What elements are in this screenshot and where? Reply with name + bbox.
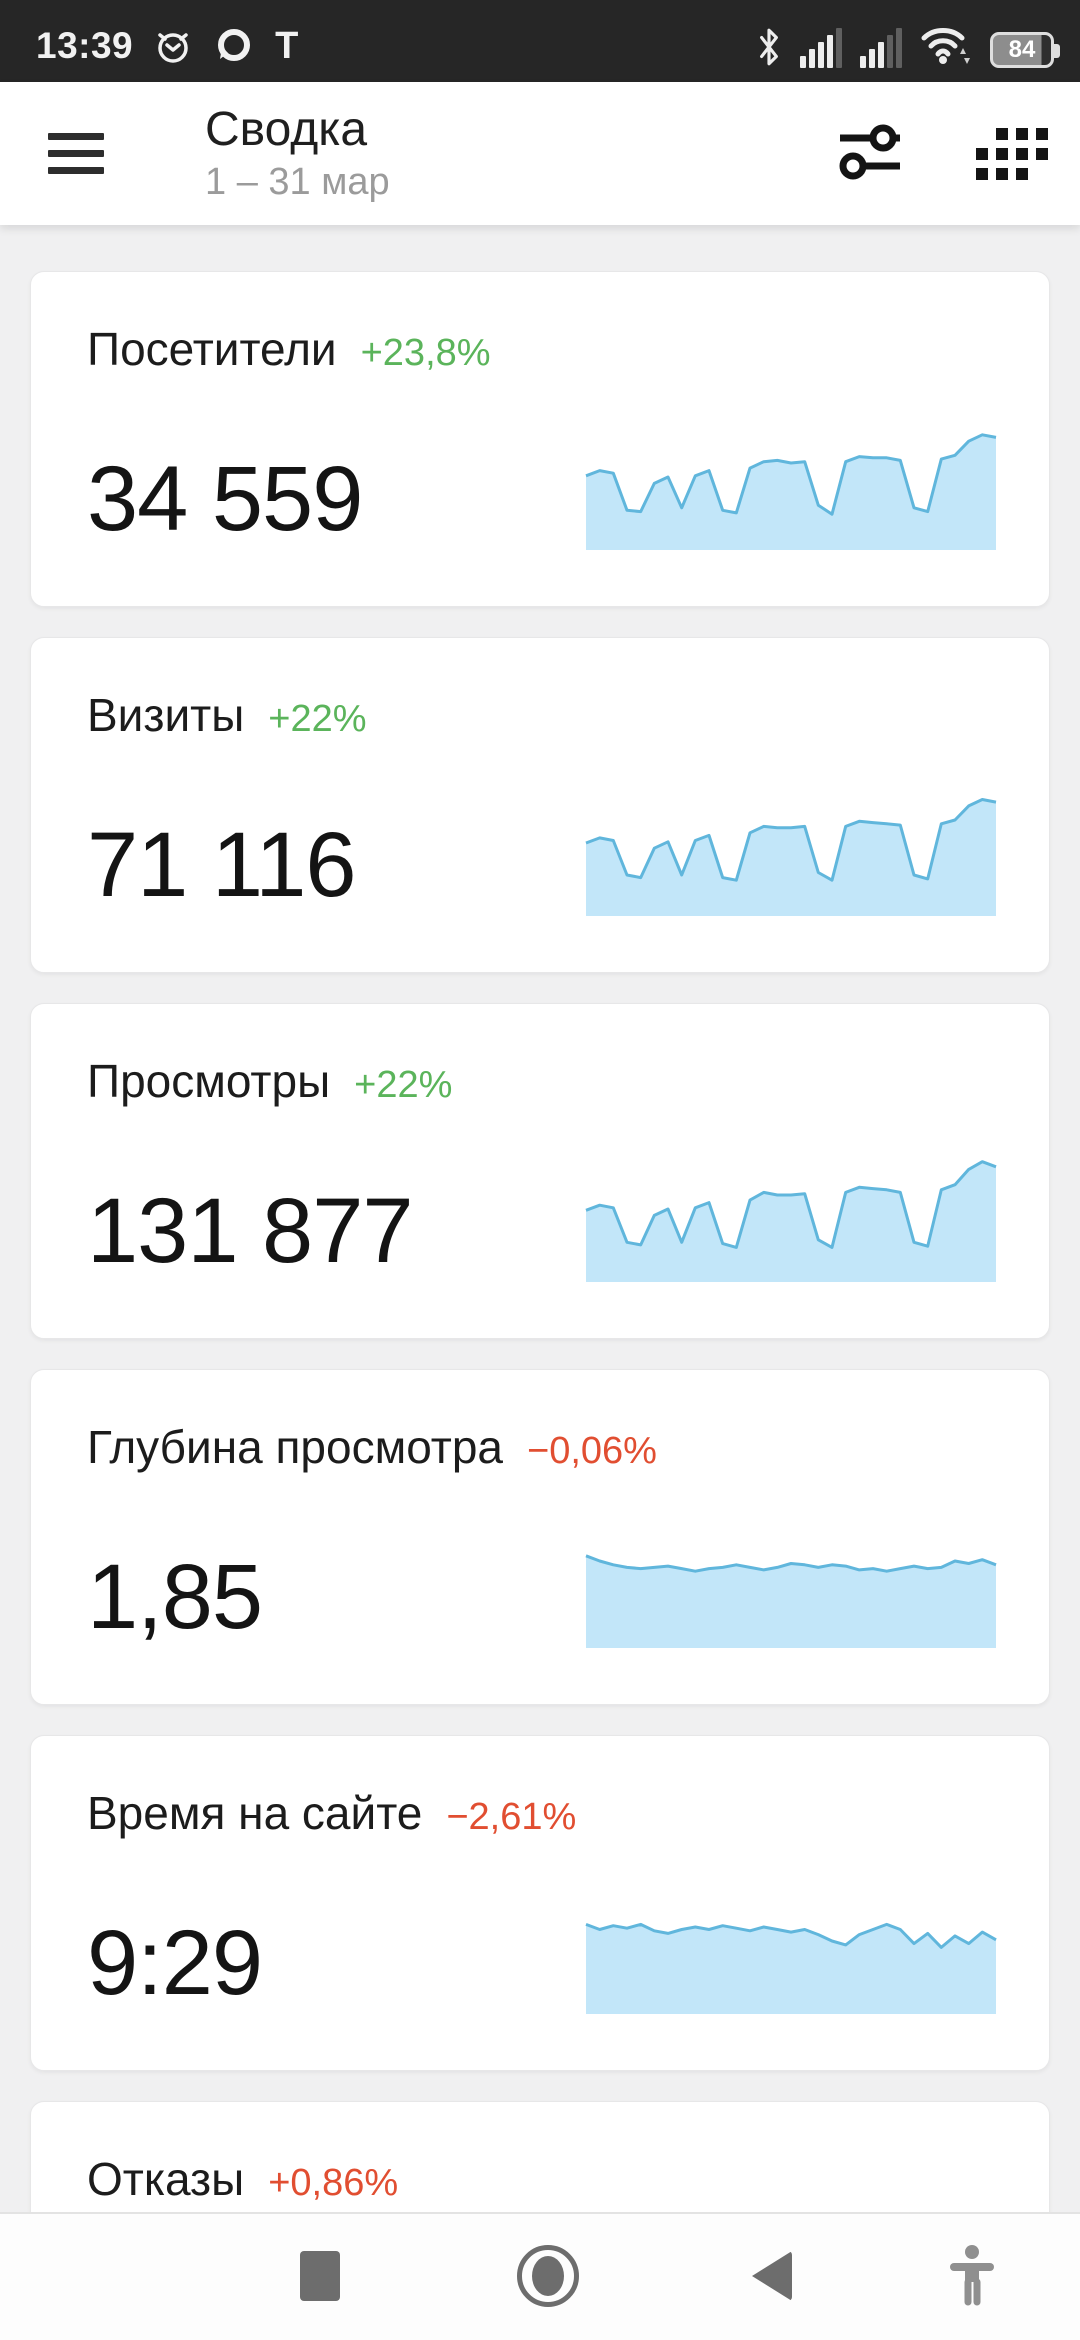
filter-sliders-icon[interactable] [838, 122, 902, 185]
metric-delta: +23,8% [360, 332, 491, 374]
metric-sparkline [585, 1160, 997, 1282]
metric-value: 131 877 [87, 1180, 414, 1282]
metric-title: Отказы [87, 2153, 245, 2205]
recents-icon[interactable] [300, 2251, 340, 2301]
app-header: Сводка 1 – 31 мар [0, 82, 1080, 225]
alarm-icon [158, 33, 188, 63]
wifi-icon [921, 28, 970, 64]
metric-card[interactable]: Просмотры +22% 131 877 [30, 1003, 1050, 1339]
metric-title: Визиты [87, 689, 245, 741]
chat-bubble-icon [218, 29, 251, 61]
metric-delta: −0,06% [527, 1430, 657, 1472]
bluetooth-icon [760, 28, 778, 66]
metric-card[interactable]: Посетители +23,8% 34 559 [30, 271, 1050, 607]
metric-value: 1,85 [87, 1546, 263, 1648]
metric-title: Время на сайте [87, 1787, 423, 1839]
signal-sim1-icon [800, 28, 842, 68]
home-icon[interactable] [517, 2245, 579, 2307]
back-icon[interactable] [752, 2251, 792, 2301]
status-left-group: 13:39 T [36, 25, 298, 68]
metric-card-header: Просмотры +22% [87, 1054, 452, 1108]
android-nav-bar [0, 2212, 1080, 2340]
metric-value: 71 116 [87, 814, 357, 916]
letter-t-icon: T [275, 24, 299, 67]
metric-value: 9:29 [87, 1912, 263, 2014]
signal-sim2-icon [860, 28, 902, 68]
battery-percent: 84 [1008, 36, 1036, 63]
status-bar: 13:39 T [0, 0, 1080, 82]
metric-title: Глубина просмотра [87, 1421, 503, 1473]
metric-card-header: Глубина просмотра −0,06% [87, 1420, 657, 1474]
metric-sparkline [585, 798, 997, 916]
metric-delta: +22% [268, 698, 367, 740]
metric-card[interactable]: Глубина просмотра −0,06% 1,85 [30, 1369, 1050, 1705]
metric-card-header: Время на сайте −2,61% [87, 1786, 576, 1840]
date-range[interactable]: 1 – 31 мар [205, 160, 390, 203]
menu-hamburger-icon[interactable] [48, 127, 104, 180]
header-title-block: Сводка 1 – 31 мар [205, 104, 390, 203]
clock-time: 13:39 [36, 25, 134, 66]
metric-value: 34 559 [87, 448, 363, 550]
metric-card[interactable]: Время на сайте −2,61% 9:29 [30, 1735, 1050, 2071]
metric-card-header: Отказы +0,86% [87, 2152, 398, 2206]
metric-delta: +0,86% [268, 2162, 399, 2204]
metric-delta: −2,61% [446, 1796, 577, 1838]
header-actions [838, 122, 1048, 185]
cards: Посетители +23,8% 34 559 Визиты +22% 71 … [0, 225, 1080, 2340]
accessibility-icon[interactable] [950, 2244, 994, 2309]
metric-card-header: Посетители +23,8% [87, 322, 491, 376]
metric-sparkline [585, 433, 997, 550]
page-title: Сводка [205, 103, 368, 157]
battery-icon: 84 [990, 32, 1060, 68]
metric-title: Посетители [87, 323, 337, 375]
metric-card[interactable]: Визиты +22% 71 116 [30, 637, 1050, 973]
metric-title: Просмотры [87, 1055, 331, 1107]
status-right-group: 84 [756, 24, 1060, 68]
metric-sparkline [585, 1554, 997, 1648]
metric-sparkline [585, 1922, 997, 2014]
metric-delta: +22% [354, 1064, 453, 1106]
metric-card-header: Визиты +22% [87, 688, 367, 742]
counters-grid-icon[interactable] [976, 127, 1048, 180]
